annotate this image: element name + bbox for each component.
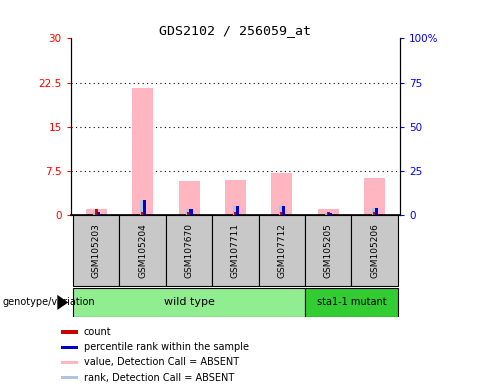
Bar bbox=[373, 212, 376, 215]
Text: GSM105205: GSM105205 bbox=[324, 223, 333, 278]
Bar bbox=[73, 215, 120, 286]
Text: GSM107711: GSM107711 bbox=[231, 223, 240, 278]
Bar bbox=[372, 208, 377, 215]
Text: genotype/variation: genotype/variation bbox=[2, 297, 95, 308]
Text: count: count bbox=[84, 327, 111, 337]
Bar bbox=[179, 181, 200, 215]
Text: GSM105204: GSM105204 bbox=[138, 223, 147, 278]
Bar bbox=[187, 212, 191, 215]
Bar bbox=[234, 212, 237, 215]
Bar bbox=[259, 215, 305, 286]
Bar bbox=[279, 206, 285, 215]
Text: percentile rank within the sample: percentile rank within the sample bbox=[84, 342, 249, 352]
Bar bbox=[61, 346, 78, 349]
Bar bbox=[305, 288, 398, 317]
Bar bbox=[212, 215, 259, 286]
Bar bbox=[61, 330, 78, 334]
Bar bbox=[166, 215, 212, 286]
Text: wild type: wild type bbox=[163, 297, 215, 308]
Bar bbox=[61, 376, 78, 379]
Bar bbox=[61, 361, 78, 364]
Text: GSM107712: GSM107712 bbox=[277, 223, 286, 278]
Bar bbox=[233, 206, 238, 215]
Title: GDS2102 / 256059_at: GDS2102 / 256059_at bbox=[160, 24, 311, 37]
Bar bbox=[305, 215, 351, 286]
Text: value, Detection Call = ABSENT: value, Detection Call = ABSENT bbox=[84, 358, 239, 367]
Bar bbox=[140, 200, 145, 215]
Bar bbox=[271, 173, 292, 215]
Bar bbox=[325, 213, 331, 215]
Text: sta1-1 mutant: sta1-1 mutant bbox=[317, 297, 386, 308]
Text: GSM105203: GSM105203 bbox=[92, 223, 101, 278]
Bar bbox=[364, 178, 385, 215]
Bar bbox=[318, 209, 339, 215]
Text: GSM105206: GSM105206 bbox=[370, 223, 379, 278]
Bar bbox=[186, 209, 192, 215]
Bar bbox=[73, 288, 305, 317]
Bar bbox=[351, 215, 398, 286]
Bar bbox=[120, 215, 166, 286]
Bar bbox=[326, 212, 330, 215]
Bar bbox=[141, 212, 144, 215]
Bar bbox=[225, 180, 246, 215]
Text: rank, Detection Call = ABSENT: rank, Detection Call = ABSENT bbox=[84, 372, 234, 383]
Bar bbox=[86, 209, 107, 215]
Bar bbox=[189, 209, 193, 215]
Bar bbox=[132, 88, 153, 215]
Bar bbox=[236, 206, 239, 215]
Bar bbox=[282, 206, 285, 215]
Bar bbox=[97, 212, 100, 215]
Polygon shape bbox=[58, 295, 68, 310]
Bar bbox=[280, 212, 284, 215]
Bar bbox=[95, 209, 98, 215]
Text: GSM107670: GSM107670 bbox=[184, 223, 194, 278]
Bar bbox=[375, 208, 378, 215]
Bar bbox=[143, 200, 146, 215]
Bar bbox=[328, 213, 332, 215]
Bar bbox=[94, 212, 99, 215]
